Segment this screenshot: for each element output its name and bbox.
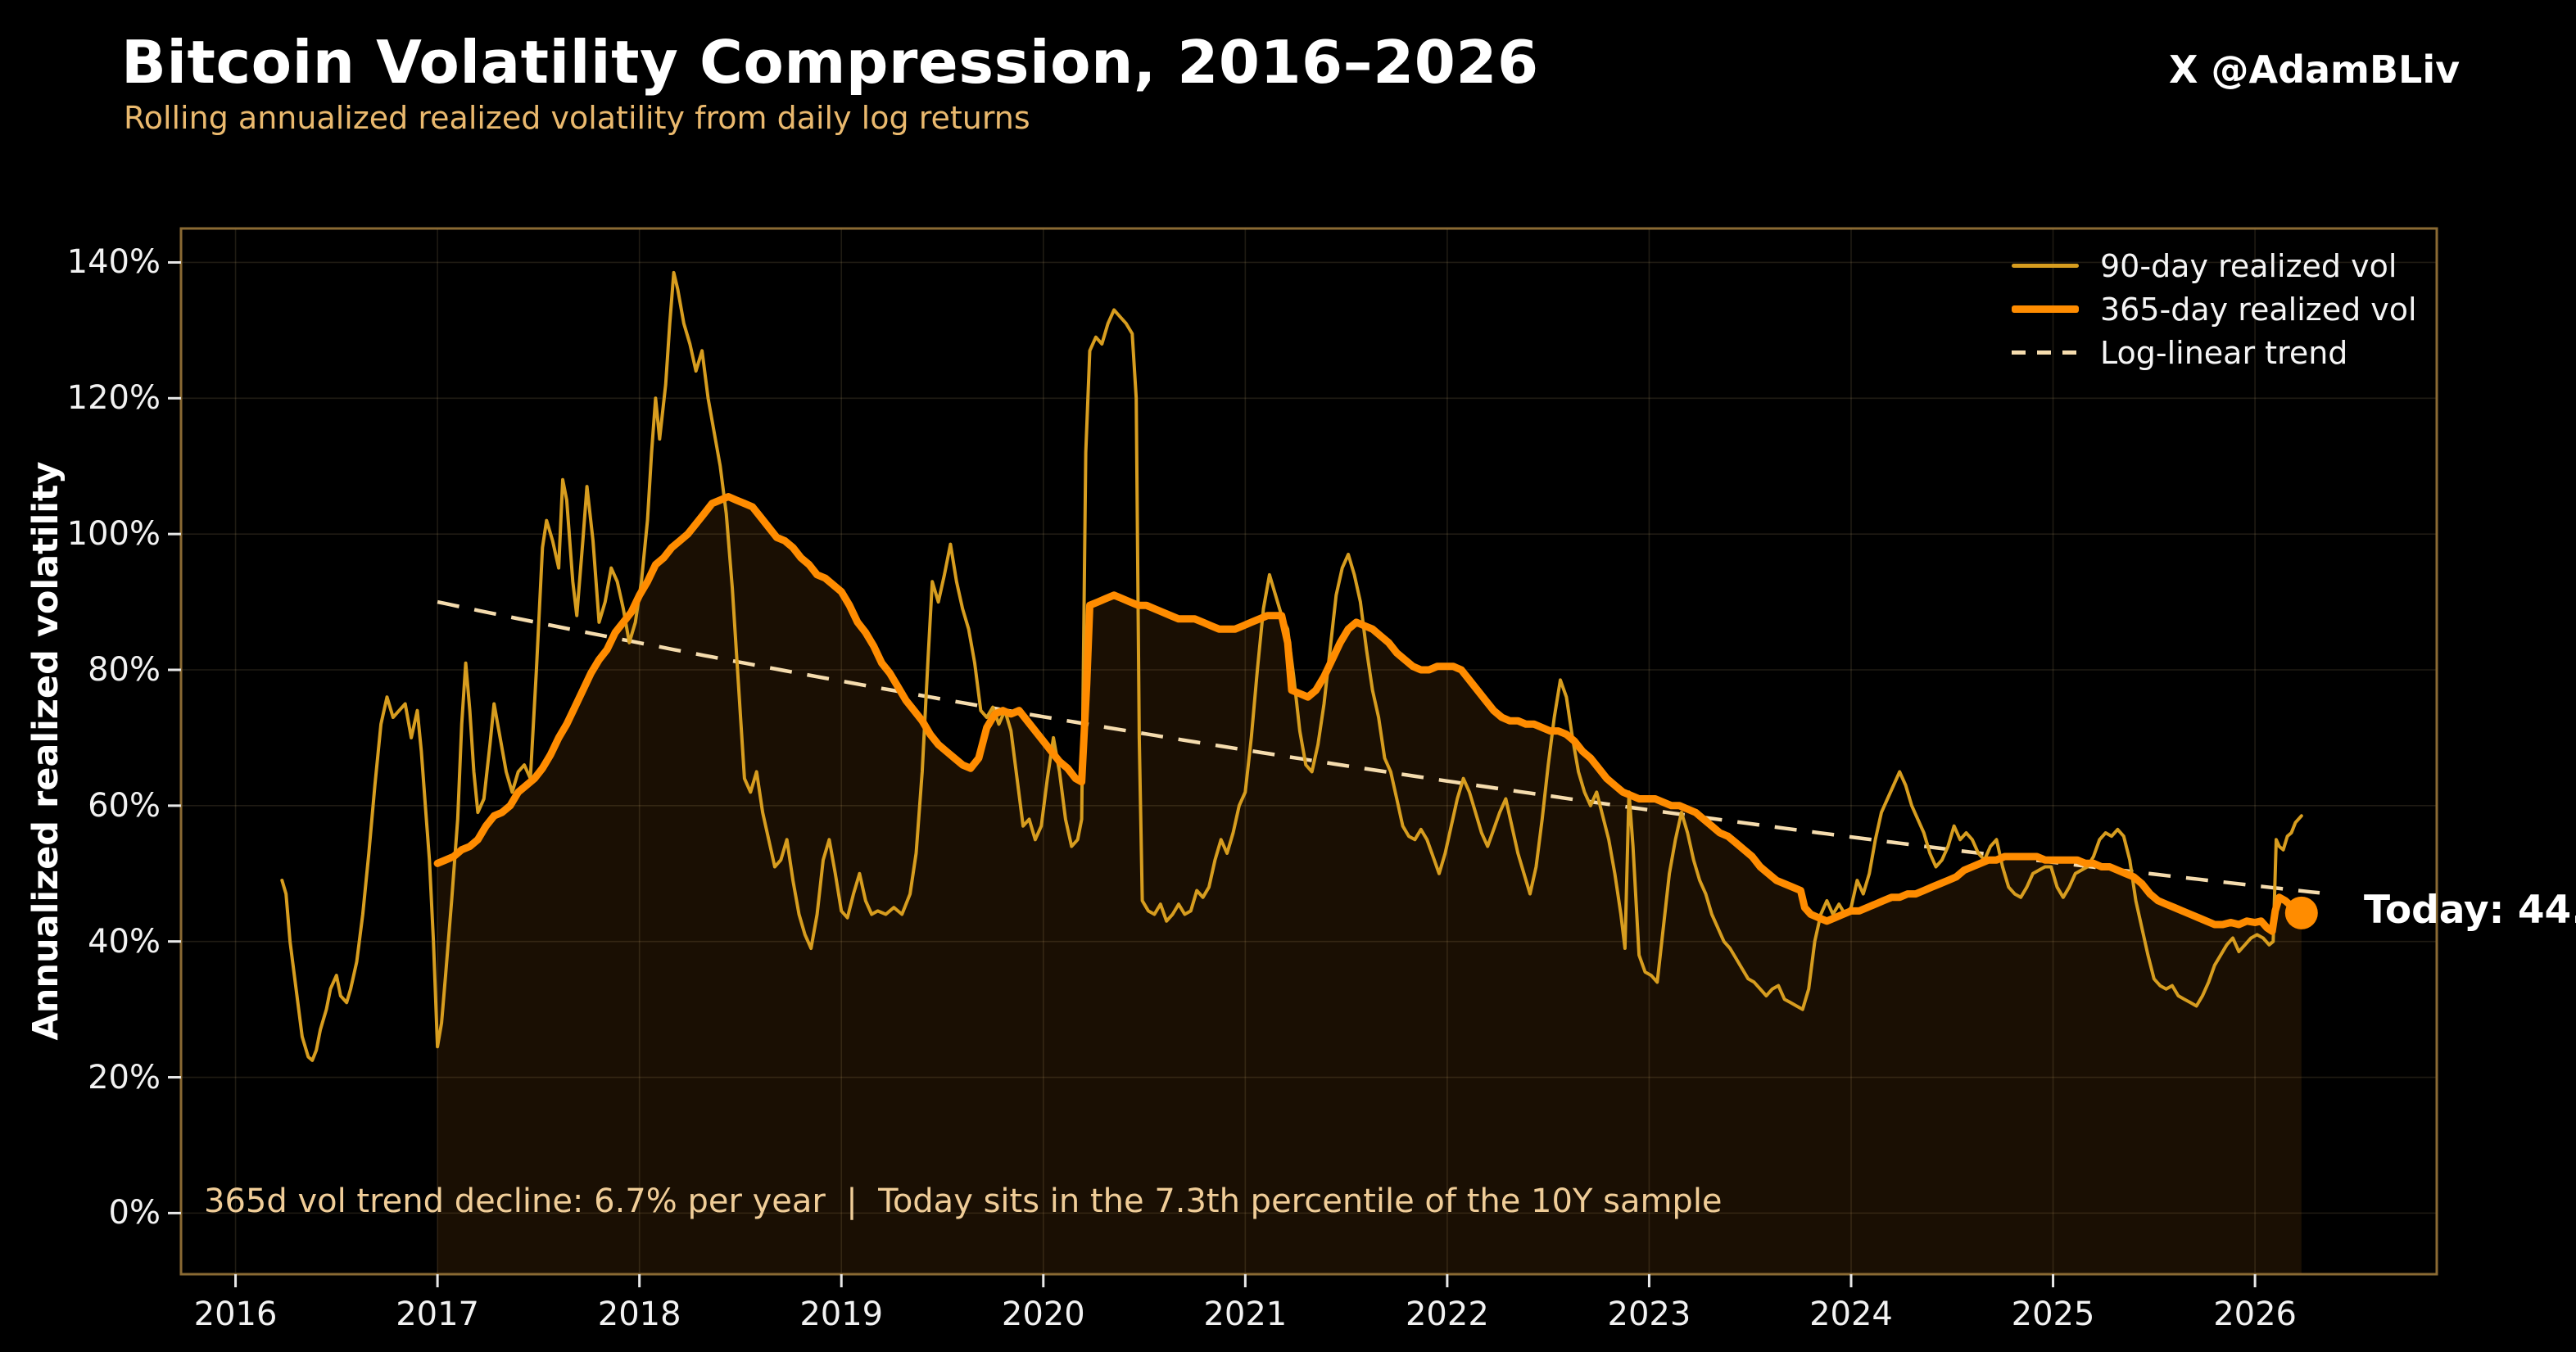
page-subtitle: Rolling annualized realized volatility f… xyxy=(124,100,1030,136)
legend-item-365d: 365-day realized vol xyxy=(2012,287,2417,331)
y-tick-label: 20% xyxy=(88,1058,161,1097)
x-tick-label: 2020 xyxy=(1001,1295,1085,1333)
series-90d-line xyxy=(280,270,2303,1062)
x-tick-label: 2023 xyxy=(1607,1295,1691,1333)
today-dot xyxy=(2284,896,2318,929)
chart-legend: 90-day realized vol 365-day realized vol… xyxy=(2012,244,2417,374)
x-tick-label: 2026 xyxy=(2213,1295,2297,1333)
page-title: Bitcoin Volatility Compression, 2016–202… xyxy=(121,28,1539,97)
x-tick-label: 2017 xyxy=(396,1295,479,1333)
legend-line-sample-trend xyxy=(2012,350,2079,355)
x-tick-label: 2025 xyxy=(2011,1295,2095,1333)
y-tick-label: 60% xyxy=(88,786,161,825)
plot-border xyxy=(179,227,2438,1276)
tick-marks xyxy=(168,260,2257,1287)
area-fill-365d xyxy=(437,496,2302,1274)
legend-item-90d: 90-day realized vol xyxy=(2012,244,2417,287)
x-tick-label: 2022 xyxy=(1405,1295,1489,1333)
legend-line-sample-90d xyxy=(2012,264,2079,268)
legend-label-365d: 365-day realized vol xyxy=(2100,291,2417,328)
legend-label-90d: 90-day realized vol xyxy=(2100,247,2397,284)
legend-line-sample-365d xyxy=(2012,305,2079,313)
y-tick-label: 100% xyxy=(66,515,161,554)
legend-item-trend: Log-linear trend xyxy=(2012,331,2417,374)
legend-label-trend: Log-linear trend xyxy=(2100,334,2348,371)
footer-annotation: 365d vol trend decline: 6.7% per year | … xyxy=(204,1182,1723,1220)
y-tick-label: 120% xyxy=(66,379,161,418)
x-tick-label: 2016 xyxy=(193,1295,278,1333)
y-tick-label: 0% xyxy=(108,1194,161,1232)
x-tick-label: 2024 xyxy=(1809,1295,1893,1333)
today-value-label: Today: 44.2% xyxy=(2364,888,2576,933)
author-handle: X @AdamBLiv xyxy=(2169,47,2461,92)
series-365d-line xyxy=(433,493,2306,935)
y-tick-label: 80% xyxy=(88,650,161,689)
gridlines xyxy=(181,228,2437,1274)
y-tick-label: 40% xyxy=(88,922,161,961)
x-tick-label: 2019 xyxy=(799,1295,884,1333)
x-tick-label: 2018 xyxy=(597,1295,681,1333)
y-tick-label: 140% xyxy=(66,243,161,282)
x-tick-label: 2021 xyxy=(1203,1295,1288,1333)
